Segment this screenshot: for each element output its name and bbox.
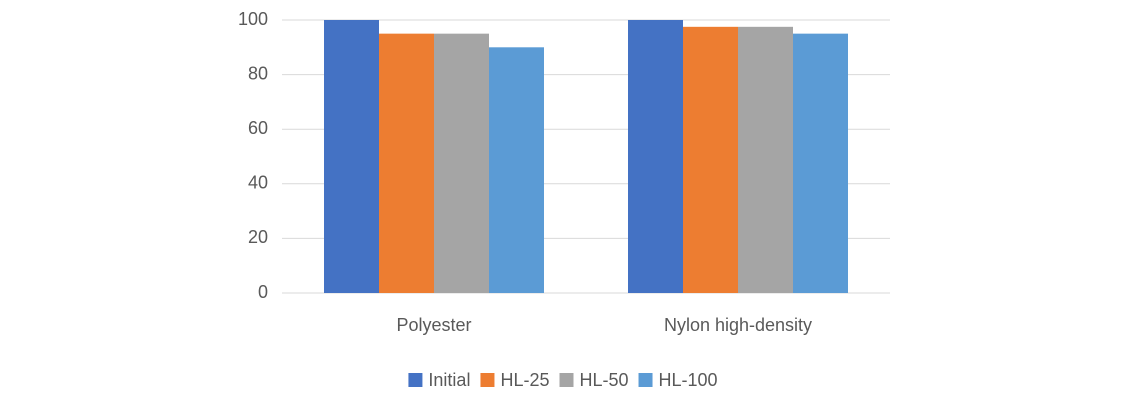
y-tick-label: 0 — [258, 282, 268, 302]
legend-swatch — [559, 373, 574, 387]
bar — [683, 26, 738, 293]
legend-swatch — [638, 373, 653, 387]
bar — [379, 33, 434, 294]
legend-label: Initial — [428, 370, 470, 390]
bar — [434, 33, 489, 294]
bar — [793, 33, 848, 294]
legend-label: HL-50 — [579, 370, 628, 390]
legend-label: HL-100 — [659, 370, 718, 390]
bar — [628, 20, 683, 293]
bar — [489, 47, 544, 293]
x-tick-label: Nylon high-density — [664, 315, 812, 335]
bar — [738, 26, 793, 293]
y-tick-label: 40 — [248, 173, 268, 193]
legend-label: HL-25 — [500, 370, 549, 390]
legend-swatch — [408, 373, 423, 387]
y-tick-label: 100 — [238, 9, 268, 29]
y-tick-label: 20 — [248, 227, 268, 247]
y-tick-label: 60 — [248, 118, 268, 138]
legend-swatch — [480, 373, 495, 387]
x-tick-label: Polyester — [396, 315, 471, 335]
y-tick-label: 80 — [248, 63, 268, 83]
bar — [324, 20, 379, 293]
